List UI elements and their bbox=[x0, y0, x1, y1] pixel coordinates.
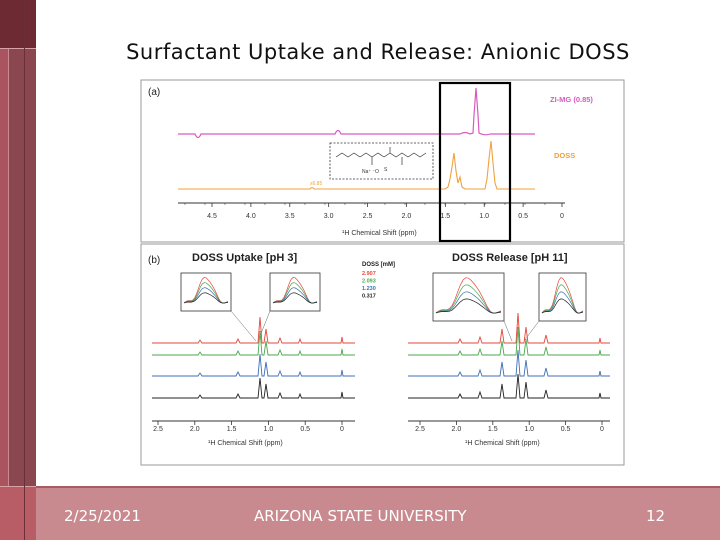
legend-title: DOSS [mM] bbox=[362, 262, 395, 268]
stacked-spectrum-line bbox=[408, 373, 610, 399]
series-label-zimg: ZI-MG (0.85) bbox=[550, 95, 593, 104]
panel-b-label: (b) bbox=[148, 255, 160, 266]
left-decor-line bbox=[0, 486, 36, 487]
panel-b-tick-label: 2.0 bbox=[452, 426, 462, 433]
stacked-spectrum-line bbox=[152, 353, 355, 377]
panel-a-tick-label: 1.5 bbox=[440, 213, 450, 220]
left-decor-bar bbox=[0, 0, 36, 540]
doss-structure-box bbox=[329, 142, 434, 180]
panel-a-tick-label: 2.5 bbox=[363, 213, 373, 220]
inset-curve bbox=[541, 298, 584, 314]
inset-curve bbox=[272, 292, 318, 304]
panel-a-tick-label: 3.0 bbox=[324, 213, 334, 220]
panel-b-tick-label: 2.0 bbox=[190, 426, 200, 433]
inset-curve bbox=[435, 298, 502, 314]
panel-b-tick-label: 0 bbox=[340, 426, 344, 433]
spectrum-zimg bbox=[178, 87, 535, 139]
panel-b-tick-label: 1.5 bbox=[488, 426, 498, 433]
panel-b-tick-label: 2.5 bbox=[415, 426, 425, 433]
stacked-spectrum-line bbox=[408, 349, 610, 377]
panel-a-tick-label: 4.0 bbox=[246, 213, 256, 220]
panel-a-tick-label: 0.5 bbox=[518, 213, 528, 220]
series-label-doss: DOSS bbox=[554, 151, 575, 160]
footer-organization: ARIZONA STATE UNIVERSITY bbox=[254, 507, 467, 525]
nmr-figure-svg: (a) ZI-MG (0.85) x6.85 DOSS Na⁺ ⁻O S 4.5… bbox=[140, 79, 625, 466]
inset-connectors bbox=[230, 310, 540, 342]
panel-b-tick-label: 1.0 bbox=[524, 426, 534, 433]
panel-a-tick-label: 2.0 bbox=[402, 213, 412, 220]
slide-title: Surfactant Uptake and Release: Anionic D… bbox=[126, 40, 630, 64]
inset-release-2 bbox=[538, 272, 587, 322]
left-decor-stripe bbox=[0, 0, 8, 540]
structure-na-label: Na⁺ ⁻O bbox=[362, 169, 379, 175]
doss-structure-drawing bbox=[335, 147, 427, 165]
nmr-figure: (a) ZI-MG (0.85) x6.85 DOSS Na⁺ ⁻O S 4.5… bbox=[140, 79, 625, 466]
highlight-box bbox=[438, 81, 512, 243]
panel-b-ticks: 2.5 2.0 1.5 1.0 0.5 0 2.5 2.0 1.5 1.0 0.5 0 bbox=[153, 421, 604, 433]
left-decor-line bbox=[0, 48, 36, 49]
panel-a-xlabel: ¹H Chemical Shift (ppm) bbox=[342, 230, 417, 237]
inset-release-1 bbox=[432, 272, 505, 322]
left-decor-top-block bbox=[0, 0, 36, 48]
panel-a-tick-label: 4.5 bbox=[207, 213, 217, 220]
release-title: DOSS Release [pH 11] bbox=[452, 252, 568, 264]
legend-entry: 0.317 bbox=[362, 294, 376, 300]
left-decor-stripe-light bbox=[8, 0, 9, 540]
panel-b-tick-label: 1.5 bbox=[227, 426, 237, 433]
uptake-title: DOSS Uptake [pH 3] bbox=[192, 252, 297, 264]
panel-a-tick-label: 0 bbox=[560, 213, 564, 220]
inset-curves bbox=[183, 277, 584, 314]
stacked-spectrum-line bbox=[152, 377, 355, 399]
annotation-x685: x6.85 bbox=[310, 181, 322, 187]
panel-b-tick-label: 0.5 bbox=[561, 426, 571, 433]
stacked-spectrum-line bbox=[152, 316, 355, 344]
inset-uptake-2 bbox=[269, 272, 321, 312]
legend-entry: 2.093 bbox=[362, 279, 376, 285]
stacked-spectrum-line bbox=[152, 330, 355, 356]
panel-b-tick-label: 2.5 bbox=[153, 426, 163, 433]
panel-b-tick-label: 0 bbox=[600, 426, 604, 433]
panel-b-right-xlabel: ¹H Chemical Shift (ppm) bbox=[465, 440, 540, 447]
panel-b-tick-label: 0.5 bbox=[300, 426, 310, 433]
stacked-spectra bbox=[152, 312, 610, 399]
inset-uptake-1 bbox=[180, 272, 232, 312]
stacked-spectrum-line bbox=[408, 326, 610, 356]
panel-a-tick-label: 3.5 bbox=[285, 213, 295, 220]
footer-date: 2/25/2021 bbox=[64, 507, 141, 525]
left-decor-bottom-block bbox=[0, 486, 36, 540]
panel-a-label: (a) bbox=[148, 87, 160, 98]
left-decor-vline bbox=[24, 0, 25, 540]
inset-curve bbox=[183, 292, 229, 304]
panel-a-tick-label: 1.0 bbox=[479, 213, 489, 220]
spectrum-doss bbox=[178, 140, 535, 190]
stacked-spectrum-line bbox=[408, 312, 610, 344]
panel-b-tick-label: 1.0 bbox=[264, 426, 274, 433]
panel-b-left-xlabel: ¹H Chemical Shift (ppm) bbox=[208, 440, 283, 447]
legend-entry: 1.230 bbox=[362, 286, 376, 292]
legend-entry: 2.907 bbox=[362, 271, 376, 277]
panel-a-ticks: 4.5 4.0 3.5 3.0 2.5 2.0 1.5 1.0 0.5 0 bbox=[184, 203, 564, 220]
footer-page-number: 12 bbox=[646, 507, 666, 525]
structure-s-label: S bbox=[384, 167, 388, 173]
slide-footer: 2/25/2021 ARIZONA STATE UNIVERSITY 12 bbox=[36, 486, 720, 540]
